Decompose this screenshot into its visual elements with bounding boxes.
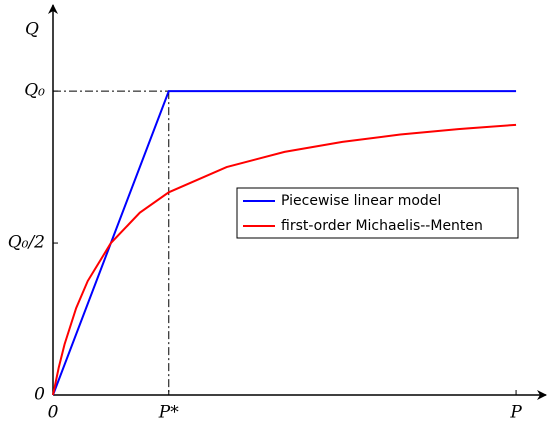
y-tick-label: 0 — [34, 385, 45, 405]
x-tick-label: P — [509, 403, 522, 423]
series-line — [52, 90, 517, 396]
legend-label: first-order Michaelis--Menten — [281, 218, 483, 234]
x-tick-label: 0 — [48, 403, 59, 423]
series-line — [52, 123, 517, 396]
y-tick-label: Q₀ — [24, 81, 45, 101]
legend-box — [236, 187, 519, 239]
legend-label: Piecewise linear model — [281, 193, 441, 209]
x-tick-label: P* — [158, 403, 179, 423]
y-tick-label: Q₀/2 — [8, 233, 45, 253]
y-axis-label: Q — [25, 20, 39, 40]
